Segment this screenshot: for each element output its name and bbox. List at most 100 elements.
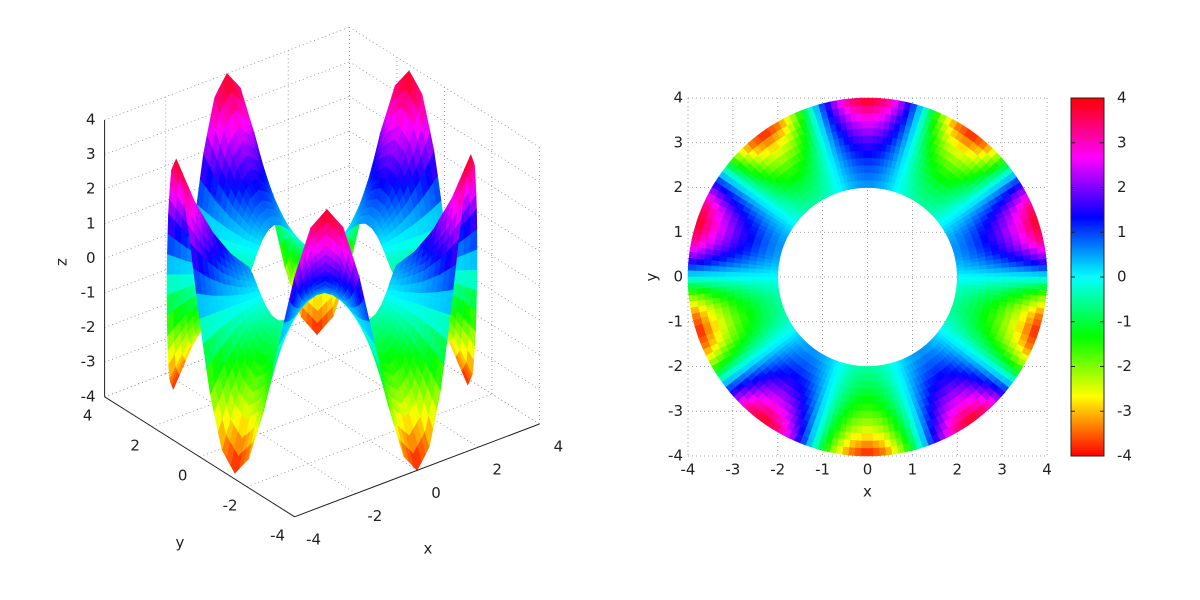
grid-line [349,130,540,252]
contour-patch [703,259,712,267]
contour-patch [979,276,988,282]
contour-patch [1023,265,1033,272]
y-tick-label: 1 [673,223,683,241]
contour-patch [867,127,874,136]
y-tick-label: -2 [223,496,238,514]
z-tick-label: -1 [81,284,96,302]
contour-patch [884,106,892,115]
contour-patch [971,280,980,286]
contour-patch [695,258,705,266]
contour-patch [861,433,868,442]
colorbar-tick-label: -1 [1117,312,1132,330]
colorbar-tick-label: 1 [1117,223,1127,241]
contour-patch [769,269,779,275]
contour-patch [861,418,868,427]
contour-patch [854,97,862,107]
x-tick-label: 0 [863,461,873,479]
contour-patch [867,97,875,106]
contour-patch [717,271,726,278]
contour-patch [740,267,749,274]
contour-patch [1038,282,1048,290]
contour-patch [855,112,863,122]
contour-patch [852,410,859,419]
y-tick-label: -4 [668,447,683,465]
colorbar-tick-label: 3 [1117,133,1127,151]
surface-patch [166,273,174,296]
contour-patch [695,270,704,278]
colorbar-tick-label: -4 [1117,447,1132,465]
surface-patch [186,260,194,275]
contour-patch [1016,276,1025,283]
y-tick-label: -1 [668,312,683,330]
contour-patch [1001,271,1010,278]
contour-patch [732,276,741,283]
contour-patch [993,281,1003,287]
contour-patch [710,260,720,267]
contour-patch [1039,276,1048,284]
contour-patch [956,279,966,285]
contour-patch [867,179,872,188]
contour-patch [994,271,1003,278]
contour-patch [862,134,868,144]
contour-patch [854,447,862,457]
contour-fill [687,97,1048,457]
x-tick-label: 4 [554,438,564,456]
contour-patch [873,447,881,457]
contour-patch [856,418,863,427]
contour-patch [870,179,875,189]
contour-patch [873,97,881,107]
surface-patch [180,176,189,198]
contour-patch [876,142,882,152]
contour-patch [979,272,988,278]
contour-patch [1001,286,1010,293]
contour-patch [849,105,857,115]
contour-patch [1008,286,1018,293]
contour-patch [857,135,864,144]
contour-patch [862,410,868,420]
contour-patch [867,410,873,420]
contour-patch [702,276,711,284]
x-tick-label: -2 [770,461,785,479]
colorbar-tick-label: 4 [1117,89,1127,107]
contour-patch [1008,281,1018,288]
y-tick-label: 4 [83,406,93,424]
contour-patch [867,381,872,390]
surface-patch [173,273,181,293]
x-tick-label: -1 [815,461,830,479]
contour-patch [867,164,872,173]
contour-patch [971,276,981,282]
contour-patch [695,276,704,284]
z-axis-label: z [53,258,71,266]
contour-patch [687,282,697,290]
contour-patch [717,261,727,268]
contour-patch [688,288,697,297]
z-tick-label: 1 [86,214,96,232]
contour-patch [861,120,868,129]
x-tick-label: 1 [908,461,918,479]
contour-patch [762,269,771,274]
contour-patch [1016,265,1025,273]
grid-line [226,350,418,471]
x-tick-label: -2 [367,507,382,525]
contour-patch [879,447,887,456]
surface-patch [214,88,224,114]
contour-patch [859,373,865,382]
surface-patch [173,255,181,275]
contour-patch [755,268,764,274]
surface-patch [249,253,257,260]
contour-patch [862,149,868,158]
contour-patch [762,273,771,278]
contour-patch [860,97,868,106]
contour-patch [856,120,863,129]
contour-patch [1039,270,1048,278]
y-tick-label: 3 [673,133,683,151]
colorbar-tick-label: 2 [1117,178,1127,196]
contour-patch [986,280,995,287]
contour-patch [871,157,877,166]
contour-patch [849,432,857,442]
contour-patch [725,276,734,283]
contour-patch [986,284,995,291]
contour-patch [725,266,734,273]
contour-patch [867,112,874,121]
